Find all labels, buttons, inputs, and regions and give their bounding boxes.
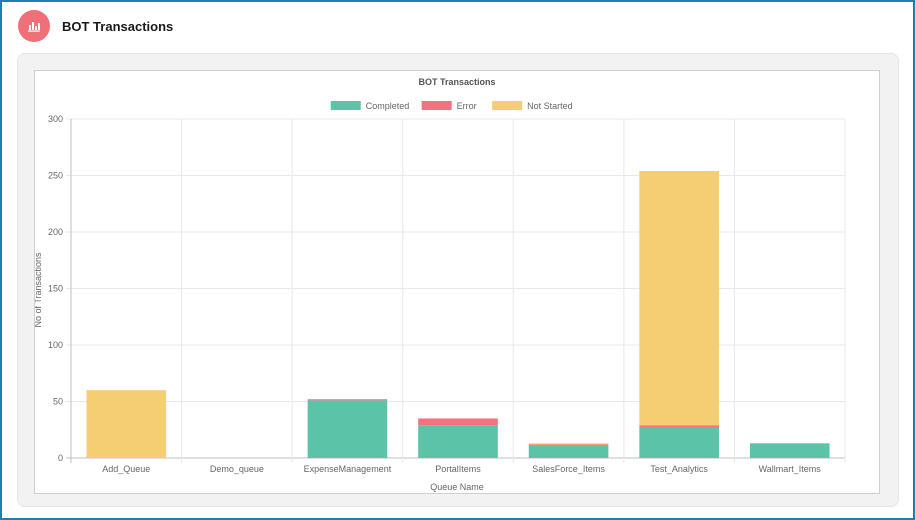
bot-transactions-chart: BOT Transactions Completed Error Not Start… (33, 77, 846, 492)
chart-grid (66, 118, 846, 463)
legend-label[interactable]: Error (457, 101, 477, 111)
x-axis-ticks: Add_Queue Demo_queue ExpenseManagement Port… (102, 464, 821, 474)
bar-segment[interactable] (86, 390, 167, 458)
widget-header: BOT Transactions (18, 10, 173, 42)
y-tick-label: 300 (48, 114, 63, 124)
bar-segment[interactable] (639, 427, 719, 458)
bar-segment[interactable] (639, 425, 719, 428)
bar-segment[interactable] (307, 400, 388, 458)
bar-chart-icon (18, 10, 50, 42)
x-tick-label: Demo_queue (210, 464, 264, 474)
bar-segment[interactable] (528, 443, 609, 445)
bar-segment[interactable] (639, 170, 719, 426)
chart-bars (86, 170, 830, 458)
bar-segment[interactable] (307, 399, 388, 401)
chart-legend: Completed Error Not Started (330, 101, 573, 111)
y-tick-label: 250 (48, 171, 63, 181)
legend-label[interactable]: Completed (366, 101, 410, 111)
bar-segment[interactable] (528, 445, 609, 458)
y-axis-ticks: 0 50 100 150 200 250 300 (48, 114, 63, 463)
chart-panel: BOT Transactions Completed Error Not Start… (17, 53, 899, 507)
y-axis-label: No of Transactions (35, 252, 43, 328)
x-tick-label: SalesForce_Items (532, 464, 605, 474)
chart-card: BOT Transactions Completed Error Not Start… (33, 70, 880, 494)
legend-swatch[interactable] (421, 101, 452, 110)
y-tick-label: 50 (53, 397, 63, 407)
x-tick-label: PortalItems (435, 464, 481, 474)
x-tick-label: Test_Analytics (650, 464, 708, 474)
legend-swatch[interactable] (330, 101, 361, 110)
y-tick-label: 200 (48, 227, 63, 237)
x-axis-label: Queue Name (430, 482, 484, 492)
x-tick-label: Wallmart_Items (759, 464, 822, 474)
chart-title: BOT Transactions (418, 77, 495, 87)
bar-segment[interactable] (418, 425, 498, 458)
bar-segment[interactable] (418, 418, 498, 426)
x-tick-label: ExpenseManagement (304, 464, 392, 474)
x-tick-label: Add_Queue (102, 464, 150, 474)
legend-swatch[interactable] (492, 101, 523, 110)
y-tick-label: 100 (48, 340, 63, 350)
page-title: BOT Transactions (62, 18, 174, 34)
y-tick-label: 0 (58, 453, 63, 463)
bar-segment[interactable] (749, 443, 830, 458)
y-tick-label: 150 (48, 284, 63, 294)
bar-segment[interactable] (528, 444, 609, 446)
legend-label[interactable]: Not Started (527, 101, 573, 111)
